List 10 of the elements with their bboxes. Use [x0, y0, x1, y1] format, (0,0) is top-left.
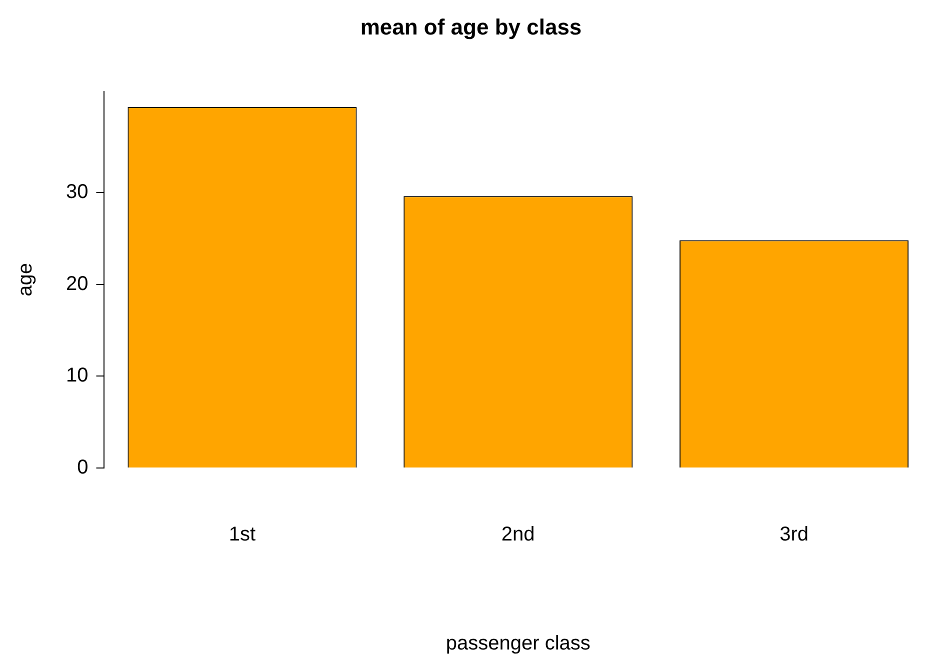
x-axis-title: passenger class — [446, 632, 590, 655]
x-tick-label: 1st — [228, 524, 256, 546]
y-tick-label: 30 — [66, 180, 88, 203]
y-tick-label: 0 — [77, 456, 88, 479]
chart-title: mean of age by class — [360, 14, 582, 40]
x-tick-label: 3rd — [780, 524, 808, 546]
y-axis-title: age — [14, 263, 37, 296]
y-tick-label: 10 — [66, 364, 88, 387]
x-tick-label: 2nd — [501, 524, 535, 546]
y-tick-label: 20 — [66, 272, 88, 295]
